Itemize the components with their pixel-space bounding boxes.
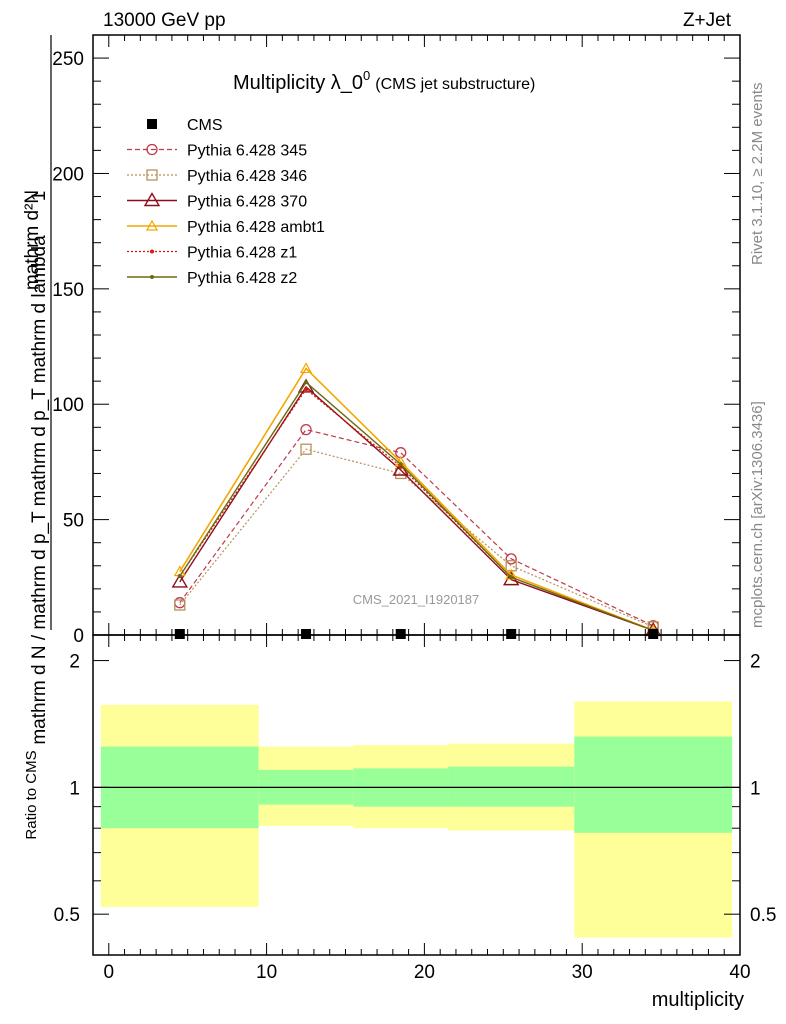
data-point [174,629,185,639]
y-tick-label: 100 [52,395,84,416]
data-point [392,461,409,476]
legend-label: CMS [187,117,223,134]
data-point [395,629,406,639]
ratio-tick-label-left: 0.5 [54,905,80,926]
legend-entry: Pythia 6.428 z1 [127,245,297,262]
legend-marker [147,119,157,129]
y-tick-label: 250 [52,49,84,70]
legend-label: Pythia 6.428 ambt1 [187,219,325,236]
y-tick-label: 50 [63,511,84,532]
rivet-label: Rivet 3.1.10, ≥ 2.2M events [749,83,766,266]
ylabel-numerator: mathrm d²N [22,190,43,290]
ylabel-numerator-one: 1 [29,191,50,202]
series-line [179,385,654,632]
data-point [398,462,403,467]
data-point [304,387,309,392]
data-point [300,443,312,455]
data-point [505,553,517,565]
series-data [174,629,659,639]
x-tick-label: 20 [414,962,435,983]
ratio-band-inner [448,766,575,807]
series-layer [171,362,662,639]
main-ylabel: 1 mathrm d N / mathrm d p_T mathrm d p_T… [22,35,52,745]
data-point [174,599,186,611]
ratio-ylabel: Ratio to CMS [23,750,40,839]
data-point [509,575,514,580]
legend-label: Pythia 6.428 345 [187,143,307,160]
ratio-frame [92,634,741,956]
data-point [177,574,182,579]
ratio-tick-label-left: 1 [69,778,80,799]
legend-label: Pythia 6.428 z1 [187,245,297,262]
legend-entry: Pythia 6.428 345 [127,143,307,160]
ratio-band-inner [574,736,733,833]
legend-label: Pythia 6.428 z2 [187,270,297,287]
ratio-tick-label-right: 2 [750,652,761,673]
data-point [300,362,313,374]
legend-marker [146,143,158,156]
legend-marker [150,275,154,279]
x-axis-label: multiplicity [652,989,744,1011]
data-point [304,380,309,385]
legend-marker [150,249,154,254]
main-panel [93,35,740,635]
data-point [300,423,312,436]
x-tick-label: 40 [729,962,750,983]
legend-entry: Pythia 6.428 ambt1 [127,219,325,236]
legend-marker [146,169,158,181]
analysis-label: CMS_2021_I1920187 [353,592,480,607]
data-point [506,629,517,639]
ratio-tick-label-right: 1 [750,778,761,799]
mcplots-label: mcplots.cern.ch [arXiv:1306.3436] [749,401,766,628]
legend-marker [143,192,161,207]
legend-label: Pythia 6.428 346 [187,168,307,185]
x-tick-label: 30 [572,962,593,983]
title-main: Multiplicity λ_00 (CMS jet substructure) [233,68,535,94]
ylabel-denominator: mathrm d N / mathrm d p_T mathrm d p_T m… [29,235,50,745]
title-sub: (CMS jet substructure) [375,76,535,93]
axis-ticks: 0 10 20 30 40 0 50 100 150 200 250 0.5 0.5 1 1 2 2 [52,34,776,983]
plot-title: Multiplicity λ_00 (CMS jet substructure) [233,68,535,94]
series-line [179,367,654,632]
title-superscript: 0 [363,68,370,83]
legend-entry: Pythia 6.428 346 [127,168,307,185]
series-346 [174,443,659,633]
legend-entry: CMS [147,117,223,134]
process-label: Z+Jet [683,10,732,31]
legend-entry: Pythia 6.428 z2 [127,270,297,287]
legend-entry: Pythia 6.428 370 [127,192,307,211]
y-tick-label: 150 [52,280,84,301]
series-line [179,448,654,628]
data-point [171,573,189,588]
y-tick-label: 200 [52,164,84,185]
x-tick-label: 10 [256,962,277,983]
x-tick-label: 0 [103,962,114,983]
ratio-bands [100,701,733,938]
legend-label: Pythia 6.428 370 [187,194,307,211]
data-point [648,629,659,639]
legend-marker [145,219,159,231]
title-main-text: Multiplicity λ_0 [233,72,363,94]
ratio-tick-label-right: 0.5 [750,905,776,926]
series-z2 [177,380,656,633]
data-point [301,629,312,639]
energy-label: 13000 GeV pp [103,10,226,31]
y-tick-label: 0 [73,626,84,647]
legend: CMS Pythia 6.428 345 Pythia 6.428 346 Pythi… [127,117,325,287]
ratio-tick-label-left: 2 [69,652,80,673]
